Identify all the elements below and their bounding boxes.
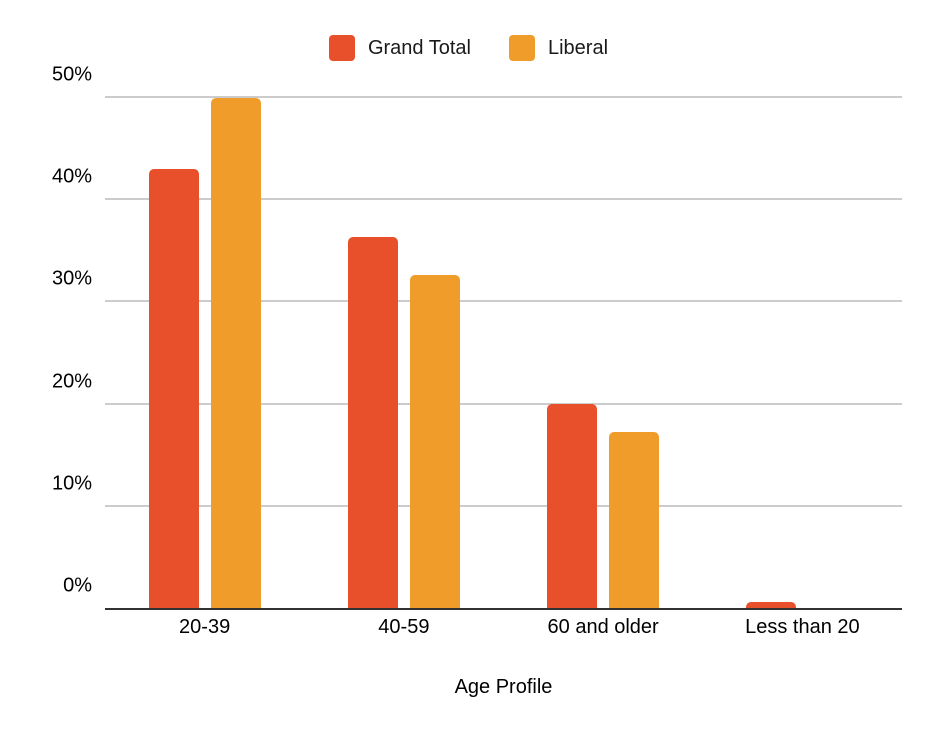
gridline (105, 402, 902, 405)
y-tick-label: 0% (63, 574, 92, 597)
gridline (105, 198, 902, 201)
legend-swatch-icon (328, 35, 355, 61)
legend-item: Liberal (508, 35, 609, 61)
x-axis-tick-labels: 20-39 40-59 60 and older Less than 20 (105, 616, 902, 639)
y-tick-label: 40% (51, 165, 92, 188)
bar-grand-total (547, 403, 598, 608)
x-tick-label: 60 and older (547, 616, 659, 638)
chart-legend: Grand Total Liberal (0, 35, 937, 61)
bar-groups (105, 97, 902, 608)
bar-grand-total (148, 168, 199, 608)
bar-liberal (409, 274, 460, 608)
legend-label: Liberal (547, 36, 609, 59)
gridline (105, 96, 902, 98)
bar-grand-total (746, 601, 797, 608)
y-tick-label: 50% (51, 63, 92, 86)
bar-liberal (609, 432, 660, 608)
bar-grand-total (347, 237, 398, 608)
bar-group (304, 97, 503, 608)
y-tick-label: 20% (51, 370, 92, 393)
x-tick-label: Less than 20 (745, 616, 860, 638)
bar-group (105, 97, 304, 608)
gridline (105, 300, 902, 303)
y-tick-label: 10% (51, 472, 92, 495)
bar-group (504, 97, 703, 608)
y-tick-label: 30% (51, 267, 92, 290)
x-axis-title: Age Profile (454, 676, 553, 698)
x-tick-label: 40-59 (378, 616, 430, 638)
plot-area: 0% 10% 20% 30% 40% 50% (52, 64, 902, 610)
x-tick-label: 20-39 (179, 616, 231, 638)
legend-item: Grand Total (328, 35, 471, 61)
legend-label: Grand Total (367, 36, 471, 59)
bar-liberal (210, 98, 261, 608)
gridline (105, 504, 902, 507)
bar-group (703, 97, 902, 608)
legend-swatch-icon (508, 35, 535, 61)
